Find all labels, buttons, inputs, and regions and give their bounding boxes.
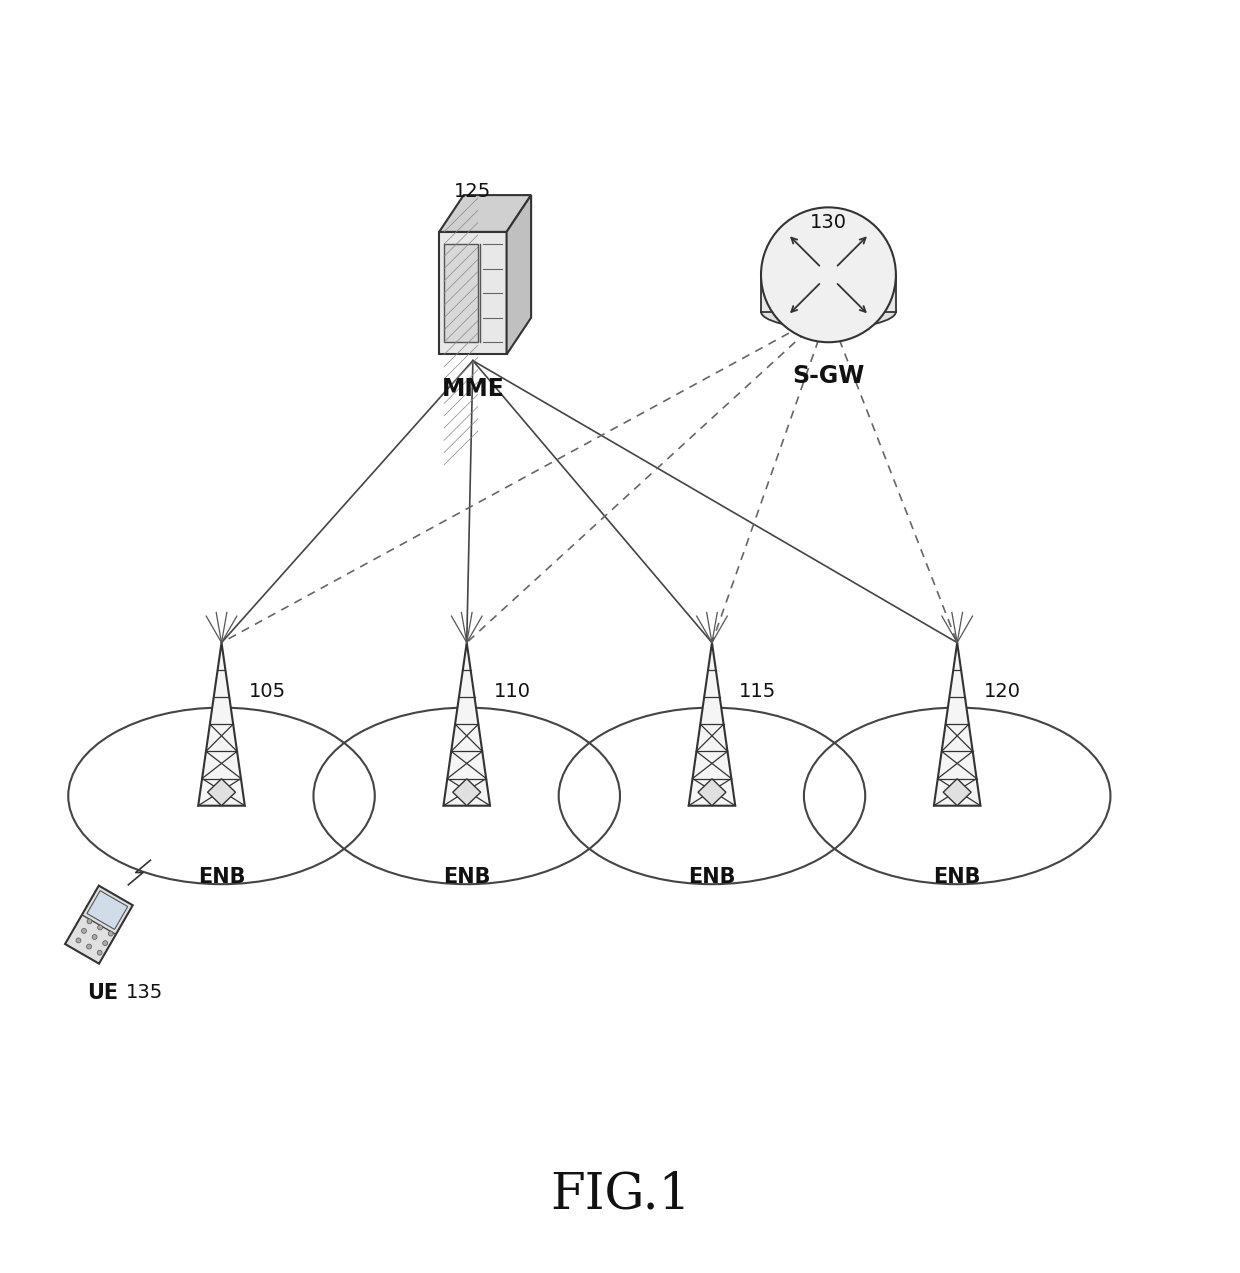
Text: 115: 115 xyxy=(739,682,776,701)
Bar xyxy=(444,244,477,342)
Bar xyxy=(439,232,507,354)
Text: 110: 110 xyxy=(494,682,531,701)
Text: ENB: ENB xyxy=(197,867,246,887)
Circle shape xyxy=(108,931,113,936)
Circle shape xyxy=(82,928,87,933)
Text: ENB: ENB xyxy=(688,867,735,887)
Circle shape xyxy=(87,919,92,924)
Text: UE: UE xyxy=(87,984,118,1003)
Circle shape xyxy=(76,938,81,943)
Circle shape xyxy=(761,207,895,342)
Text: 105: 105 xyxy=(248,682,285,701)
Text: 125: 125 xyxy=(454,182,491,201)
Polygon shape xyxy=(444,643,490,806)
Polygon shape xyxy=(64,886,133,964)
Circle shape xyxy=(92,934,97,939)
Text: FIG.1: FIG.1 xyxy=(549,1170,691,1220)
Text: MME: MME xyxy=(441,377,505,401)
Polygon shape xyxy=(439,195,531,232)
Polygon shape xyxy=(198,643,244,806)
Polygon shape xyxy=(453,779,481,806)
Polygon shape xyxy=(944,779,971,806)
Text: ENB: ENB xyxy=(443,867,491,887)
Polygon shape xyxy=(688,643,735,806)
Polygon shape xyxy=(87,891,128,929)
Text: ENB: ENB xyxy=(934,867,981,887)
Text: S-GW: S-GW xyxy=(792,364,864,388)
Polygon shape xyxy=(507,195,531,354)
Circle shape xyxy=(98,925,103,929)
Text: 130: 130 xyxy=(810,213,847,232)
Text: 120: 120 xyxy=(985,682,1022,701)
Polygon shape xyxy=(698,779,725,806)
Circle shape xyxy=(103,941,108,946)
Circle shape xyxy=(87,945,92,948)
Bar xyxy=(761,275,895,312)
Text: 135: 135 xyxy=(126,984,164,1003)
Polygon shape xyxy=(934,643,981,806)
Polygon shape xyxy=(207,779,236,806)
Ellipse shape xyxy=(761,295,895,328)
Circle shape xyxy=(97,950,102,955)
